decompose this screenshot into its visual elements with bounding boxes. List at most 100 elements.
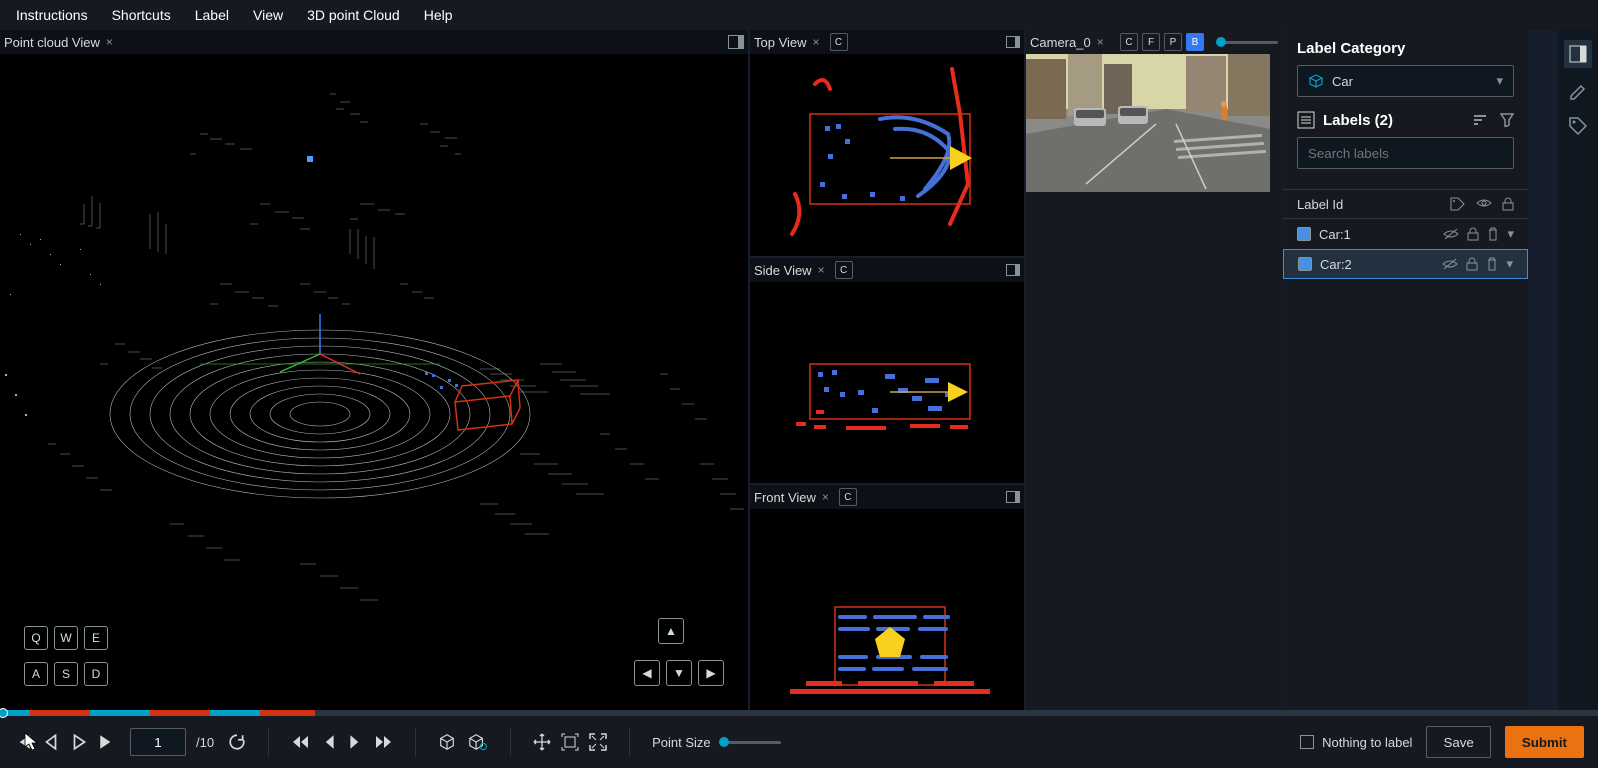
top-view-maximize-icon[interactable]	[1006, 36, 1020, 48]
play-icon[interactable]	[70, 733, 88, 751]
trash-icon[interactable]	[1487, 227, 1499, 241]
tool-strip	[1558, 30, 1598, 710]
timeline-playhead[interactable]	[0, 708, 8, 718]
camera-badge-f[interactable]: F	[1142, 33, 1160, 51]
fast-forward-icon[interactable]	[375, 733, 393, 751]
chevron-down-icon: ▾	[1496, 73, 1503, 89]
eye-header-icon[interactable]	[1476, 197, 1492, 209]
point-cloud-viewport[interactable]: Q W E A S D ▲ ◀ ▼ ▶	[0, 54, 748, 710]
filter-icon[interactable]	[1500, 113, 1514, 127]
eye-off-icon[interactable]	[1443, 228, 1459, 240]
arrow-left[interactable]: ◀	[634, 660, 660, 686]
lock-icon[interactable]	[1466, 257, 1478, 271]
camera-badge-b[interactable]: B	[1186, 33, 1204, 51]
cube-icon[interactable]	[438, 733, 456, 751]
arrow-down[interactable]: ▼	[666, 660, 692, 686]
label-color-swatch	[1297, 227, 1311, 241]
fullscreen-icon[interactable]	[589, 733, 607, 751]
skip-end-icon[interactable]	[98, 733, 116, 751]
eye-off-icon[interactable]	[1442, 258, 1458, 270]
label-category-value: Car	[1332, 74, 1353, 89]
list-icon	[1297, 111, 1315, 129]
key-s[interactable]: S	[54, 662, 78, 686]
sort-icon[interactable]	[1472, 113, 1488, 127]
front-view-title: Front View	[754, 490, 816, 505]
labels-title-row: Labels (2)	[1297, 111, 1514, 129]
panel-side-view: Side View × C	[750, 258, 1024, 483]
move-icon[interactable]	[533, 733, 551, 751]
side-view-close-icon[interactable]: ×	[818, 263, 825, 277]
label-row-car-2[interactable]: Car:2 ▾	[1283, 249, 1528, 279]
submit-button[interactable]: Submit	[1505, 726, 1584, 758]
bottom-bar: /10 Point Size	[0, 710, 1598, 768]
menu-label[interactable]: Label	[183, 1, 241, 29]
top-view-close-icon[interactable]: ×	[813, 35, 820, 49]
camera-tab-close-icon[interactable]: ×	[1097, 35, 1104, 49]
fit-icon[interactable]	[561, 733, 579, 751]
refresh-icon[interactable]	[228, 733, 246, 751]
panel-top-view: Top View × C	[750, 30, 1024, 256]
label-id: Car:2	[1320, 257, 1352, 272]
skip-start-icon[interactable]	[14, 733, 32, 751]
prev-frame-icon[interactable]	[319, 733, 337, 751]
top-view-viewport[interactable]	[750, 54, 1024, 256]
labels-title: Labels (2)	[1323, 112, 1393, 129]
label-row-car-1[interactable]: Car:1 ▾	[1283, 219, 1528, 249]
cube-add-icon[interactable]	[466, 733, 488, 751]
trash-icon[interactable]	[1486, 257, 1498, 271]
nothing-checkbox[interactable]	[1300, 735, 1314, 749]
label-category-select[interactable]: Car ▾	[1297, 65, 1514, 97]
point-size-slider[interactable]	[721, 741, 781, 744]
side-view-badge-c[interactable]: C	[835, 261, 853, 279]
right-sidebar: Label Category Car ▾ Labels (2) Label Id	[1283, 30, 1528, 710]
key-q[interactable]: Q	[24, 626, 48, 650]
frame-input[interactable]	[130, 728, 186, 756]
camera-badge-p[interactable]: P	[1164, 33, 1182, 51]
chevron-down-icon[interactable]: ▾	[1507, 226, 1514, 242]
rewind-icon[interactable]	[291, 733, 309, 751]
camera-zoom-slider[interactable]	[1218, 41, 1278, 44]
arrow-up[interactable]: ▲	[658, 618, 684, 644]
front-view-maximize-icon[interactable]	[1006, 491, 1020, 503]
search-labels-input[interactable]	[1297, 137, 1514, 169]
cube-tag-icon	[1308, 73, 1324, 89]
key-w[interactable]: W	[54, 626, 78, 650]
key-e[interactable]: E	[84, 626, 108, 650]
point-cloud-tab-close-icon[interactable]: ×	[106, 35, 113, 49]
top-view-title: Top View	[754, 35, 807, 50]
point-cloud-tab-title: Point cloud View	[4, 35, 100, 50]
camera-badge-c[interactable]: C	[1120, 33, 1138, 51]
arrow-right[interactable]: ▶	[698, 660, 724, 686]
menu-help[interactable]: Help	[412, 1, 465, 29]
frame-seek-controls	[291, 733, 393, 751]
lock-header-icon[interactable]	[1502, 197, 1514, 211]
edit-icon[interactable]	[1568, 82, 1588, 102]
side-view-viewport[interactable]	[750, 282, 1024, 483]
menu-3d-point-cloud[interactable]: 3D point Cloud	[295, 1, 412, 29]
timeline[interactable]	[0, 710, 1598, 716]
front-view-viewport[interactable]	[750, 509, 1024, 710]
camera-tab-title: Camera_0	[1030, 35, 1091, 50]
key-a[interactable]: A	[24, 662, 48, 686]
panel-toggle-icon[interactable]	[1564, 40, 1592, 68]
front-view-badge-c[interactable]: C	[839, 488, 857, 506]
menu-shortcuts[interactable]: Shortcuts	[100, 1, 183, 29]
save-button[interactable]: Save	[1426, 726, 1490, 758]
lock-icon[interactable]	[1467, 227, 1479, 241]
tag-icon[interactable]	[1568, 116, 1588, 136]
top-view-badge-c[interactable]: C	[830, 33, 848, 51]
tag-header-icon[interactable]	[1450, 197, 1466, 211]
label-color-swatch	[1298, 257, 1312, 271]
menu-view[interactable]: View	[241, 1, 295, 29]
step-back-icon[interactable]	[42, 733, 60, 751]
camera-image[interactable]	[1026, 54, 1270, 192]
front-view-close-icon[interactable]: ×	[822, 490, 829, 504]
nothing-to-label[interactable]: Nothing to label	[1300, 735, 1412, 750]
next-frame-icon[interactable]	[347, 733, 365, 751]
key-d[interactable]: D	[84, 662, 108, 686]
menu-instructions[interactable]: Instructions	[4, 1, 100, 29]
marker	[307, 156, 313, 162]
maximize-icon[interactable]	[728, 35, 744, 49]
side-view-maximize-icon[interactable]	[1006, 264, 1020, 276]
chevron-down-icon[interactable]: ▾	[1506, 256, 1513, 272]
